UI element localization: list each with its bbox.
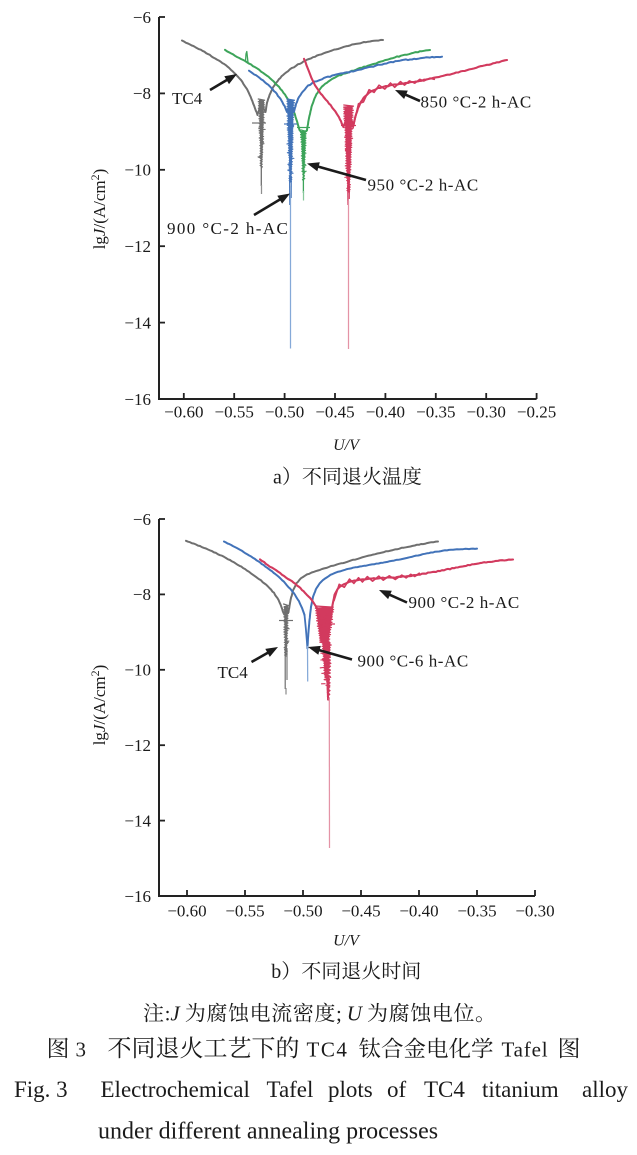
svg-text:alloy: alloy — [582, 1077, 628, 1102]
svg-text:−6: −6 — [133, 8, 151, 27]
svg-text:titanium: titanium — [482, 1077, 559, 1102]
svg-text:;: ; — [336, 1002, 342, 1026]
svg-text:Tafel: Tafel — [502, 1038, 549, 1062]
svg-text:−0.50: −0.50 — [265, 403, 304, 422]
svg-text:−0.35: −0.35 — [416, 403, 455, 422]
svg-text:−10: −10 — [124, 161, 151, 180]
svg-text:−0.25: −0.25 — [517, 403, 556, 422]
svg-text:−6: −6 — [133, 510, 151, 529]
svg-text:−16: −16 — [124, 887, 151, 906]
svg-text:900 °C-2 h-AC: 900 °C-2 h-AC — [409, 593, 520, 612]
svg-text:J: J — [170, 1002, 181, 1026]
svg-text:−0.40: −0.40 — [366, 403, 405, 422]
svg-text:−0.50: −0.50 — [283, 902, 322, 921]
svg-text:−12: −12 — [124, 237, 151, 256]
svg-text:950 °C-2 h-AC: 950 °C-2 h-AC — [368, 176, 479, 195]
svg-text:U: U — [347, 1002, 364, 1026]
svg-text:lgJ/(A/cm2): lgJ/(A/cm2) — [88, 169, 109, 250]
svg-text:lgJ/(A/cm2): lgJ/(A/cm2) — [88, 665, 109, 746]
svg-text:−0.55: −0.55 — [225, 902, 264, 921]
svg-text:850 °C-2 h-AC: 850 °C-2 h-AC — [421, 93, 532, 112]
svg-text:−8: −8 — [133, 84, 151, 103]
svg-text:TC4: TC4 — [424, 1077, 465, 1102]
svg-text:plots: plots — [328, 1077, 373, 1102]
svg-text:Tafel: Tafel — [267, 1077, 314, 1102]
svg-text::: : — [165, 1002, 171, 1026]
svg-text:−12: −12 — [124, 736, 151, 755]
svg-text:Electrochemical: Electrochemical — [101, 1077, 250, 1102]
svg-text:Fig. 3: Fig. 3 — [14, 1077, 68, 1102]
svg-text:TC4: TC4 — [172, 89, 203, 108]
svg-text:−0.60: −0.60 — [167, 902, 206, 921]
svg-text:TC4: TC4 — [218, 663, 249, 682]
svg-text:−0.60: −0.60 — [164, 403, 203, 422]
svg-text:−0.30: −0.30 — [467, 403, 506, 422]
svg-text:−10: −10 — [124, 661, 151, 680]
svg-text:900 °C-6 h-AC: 900 °C-6 h-AC — [358, 652, 469, 671]
svg-text:−8: −8 — [133, 585, 151, 604]
svg-text:b: b — [271, 961, 281, 983]
svg-text:under different annealing proc: under different annealing processes — [98, 1119, 438, 1145]
svg-text:−0.45: −0.45 — [315, 403, 354, 422]
svg-text:−0.45: −0.45 — [341, 902, 380, 921]
svg-text:−14: −14 — [124, 811, 151, 830]
svg-text:TC4: TC4 — [307, 1038, 349, 1062]
svg-text:U/V: U/V — [333, 437, 361, 454]
svg-text:−0.55: −0.55 — [215, 403, 254, 422]
svg-text:3: 3 — [76, 1038, 87, 1062]
svg-text:a: a — [273, 467, 282, 489]
svg-text:−0.40: −0.40 — [399, 902, 438, 921]
svg-text:−0.35: −0.35 — [457, 902, 496, 921]
svg-text:900 °C-2 h-AC: 900 °C-2 h-AC — [167, 219, 289, 238]
svg-text:−14: −14 — [124, 313, 151, 332]
svg-text:U/V: U/V — [333, 933, 361, 950]
svg-text:−0.30: −0.30 — [515, 902, 554, 921]
svg-text:of: of — [387, 1077, 407, 1102]
svg-text:−16: −16 — [124, 390, 151, 409]
